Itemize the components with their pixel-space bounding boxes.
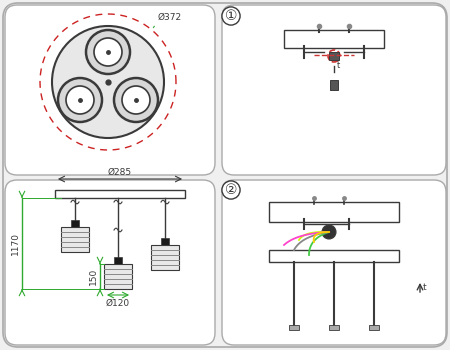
FancyBboxPatch shape	[3, 3, 447, 347]
FancyBboxPatch shape	[5, 180, 215, 345]
Circle shape	[94, 38, 122, 66]
Circle shape	[86, 30, 130, 74]
Bar	[284, 30, 384, 48]
Text: ①: ①	[225, 9, 237, 23]
Circle shape	[58, 78, 102, 122]
Circle shape	[66, 86, 94, 114]
Bar	[269, 202, 399, 222]
Bar	[329, 325, 339, 330]
Text: Ø120: Ø120	[106, 299, 130, 308]
Bar	[329, 52, 339, 60]
Text: ②: ②	[225, 183, 237, 197]
FancyBboxPatch shape	[222, 180, 446, 345]
Bar	[55, 190, 185, 198]
Text: t: t	[423, 284, 427, 293]
Bar	[269, 250, 399, 262]
Circle shape	[114, 78, 158, 122]
Bar	[161, 238, 169, 245]
Bar	[114, 257, 122, 264]
Text: 1170: 1170	[11, 232, 20, 255]
Text: 150: 150	[89, 268, 98, 285]
Bar	[330, 80, 338, 90]
Circle shape	[122, 86, 150, 114]
Text: Ø285: Ø285	[108, 168, 132, 177]
Bar	[289, 325, 299, 330]
FancyBboxPatch shape	[222, 5, 446, 175]
Bar	[151, 245, 179, 270]
Text: Ø372: Ø372	[158, 13, 182, 22]
Bar	[71, 220, 79, 227]
Text: t: t	[337, 61, 340, 70]
FancyBboxPatch shape	[5, 5, 215, 175]
Bar	[369, 325, 379, 330]
Circle shape	[322, 225, 336, 239]
Circle shape	[52, 26, 164, 138]
Bar	[61, 227, 89, 252]
Bar	[104, 264, 132, 289]
